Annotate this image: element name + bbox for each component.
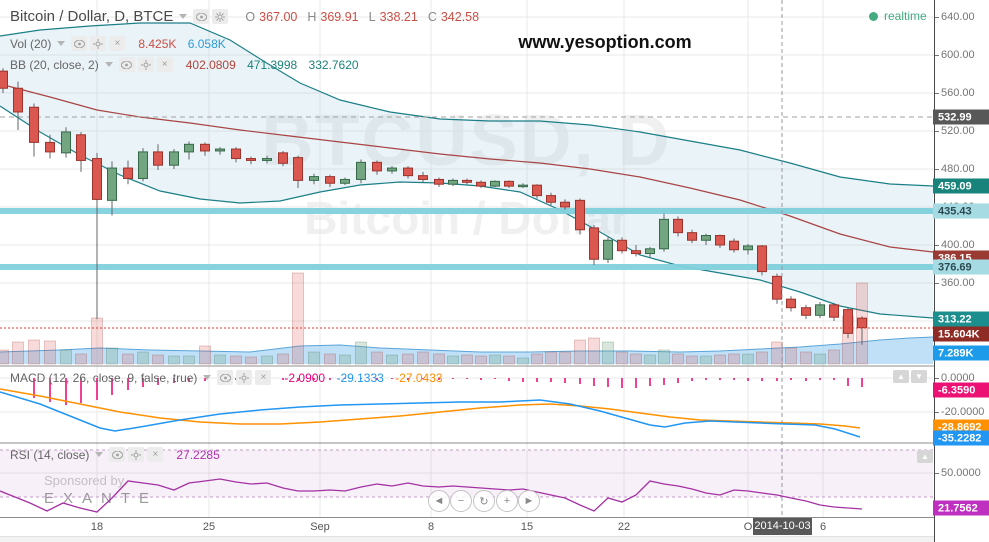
reset-zoom-button[interactable]: ↻ — [473, 490, 495, 512]
price-tick: 400.00 — [935, 239, 975, 251]
macd-pane-move-up-button[interactable]: ▲ — [893, 370, 909, 383]
rsi-tick: 50.0000 — [935, 467, 981, 479]
high-value: 369.91 — [320, 9, 359, 24]
eye-icon[interactable] — [71, 36, 88, 51]
rsi-pane-move-up-button[interactable]: ▲ — [917, 450, 933, 463]
gear-icon[interactable] — [137, 57, 154, 72]
price-badge: 15.604K — [933, 326, 989, 342]
price-tick: 480.00 — [935, 163, 975, 175]
eye-icon[interactable] — [193, 9, 210, 24]
chevron-down-icon[interactable] — [104, 62, 113, 67]
site-watermark: www.yesoption.com — [518, 32, 692, 52]
chevron-down-icon[interactable] — [95, 452, 104, 457]
time-label: Sep — [310, 521, 330, 533]
price-badge: 376.69 — [933, 259, 989, 275]
price-badge: 459.09 — [933, 178, 989, 194]
symbol-title[interactable]: Bitcoin / Dollar, D, BTCE — [10, 8, 174, 25]
price-tick: 640.00 — [935, 11, 975, 23]
close-icon[interactable]: × — [156, 57, 173, 72]
gear-icon[interactable] — [236, 370, 253, 385]
gear-icon[interactable] — [90, 36, 107, 51]
rsi-indicator-label[interactable]: RSI (14, close) — [10, 447, 90, 462]
macd-tick: -20.0000 — [934, 406, 985, 418]
bb-upper-value: 471.3998 — [247, 57, 298, 72]
price-tick: 360.00 — [935, 277, 975, 289]
scroll-left-button[interactable]: ◄ — [428, 490, 450, 512]
volume-current-value: 8.425K — [138, 36, 177, 51]
bb-indicator-row: BB (20, close, 2) × 402.0809 471.3998 33… — [10, 57, 367, 72]
macd-indicator-row: MACD (12, 26, close, 9, false, true) × -… — [10, 370, 451, 385]
volume-average-value: 6.058K — [187, 36, 226, 51]
scroll-right-button[interactable]: ► — [518, 490, 540, 512]
eye-icon[interactable] — [118, 57, 135, 72]
price-tick: 520.00 — [935, 125, 975, 137]
chevron-down-icon[interactable] — [57, 41, 66, 46]
eye-icon[interactable] — [217, 370, 234, 385]
time-label: 15 — [520, 521, 534, 533]
macd-indicator-label[interactable]: MACD (12, 26, close, 9, false, true) — [10, 370, 198, 385]
crosshair-date-badge: 2014-10-03 — [753, 518, 812, 535]
price-badge: 313.22 — [933, 311, 989, 327]
time-label: 6 — [819, 521, 827, 533]
volume-indicator-label[interactable]: Vol (20) — [10, 36, 52, 51]
close-icon[interactable]: × — [255, 370, 272, 385]
time-label: 18 — [90, 521, 104, 533]
price-badge: 7.289K — [933, 345, 989, 361]
bb-lower-value: 332.7620 — [308, 57, 359, 72]
close-icon[interactable]: × — [109, 36, 126, 51]
bb-indicator-label[interactable]: BB (20, close, 2) — [10, 57, 99, 72]
rsi-indicator-row: RSI (14, close) × 27.2285 — [10, 447, 228, 462]
close-icon[interactable]: × — [147, 447, 164, 462]
rsi-badge: 21.7562 — [933, 500, 989, 516]
macd-histogram-value: -2.0900 — [284, 370, 326, 385]
ohlc-readout: O 367.00 H 369.91 L 338.21 C 342.58 — [245, 9, 480, 24]
macd-badge: -6.3590 — [933, 382, 989, 398]
bottom-strip — [0, 536, 989, 542]
price-tick: 560.00 — [935, 87, 975, 99]
bb-basis-value: 402.0809 — [185, 57, 236, 72]
time-axis[interactable]: 18 25 Sep 8 15 22 O 6 2014-10-03 — [0, 518, 989, 536]
sponsor-label: Sponsored by — [44, 473, 158, 488]
close-value: 342.58 — [440, 9, 480, 24]
price-scale[interactable]: 640.00600.00560.00520.00480.00440.00400.… — [933, 0, 989, 542]
realtime-label: realtime — [884, 9, 927, 23]
macd-line-value: -29.1333 — [336, 370, 384, 385]
macd-badge: -35.2282 — [933, 430, 989, 446]
realtime-status: realtime — [869, 9, 927, 23]
price-tick: 600.00 — [935, 49, 975, 61]
macd-pane-move-down-button[interactable]: ▼ — [911, 370, 927, 383]
time-label: 22 — [617, 521, 631, 533]
gear-icon[interactable] — [128, 447, 145, 462]
eye-icon[interactable] — [109, 447, 126, 462]
chevron-down-icon[interactable] — [179, 14, 188, 19]
time-label: 25 — [202, 521, 216, 533]
gear-icon[interactable] — [212, 9, 229, 24]
zoom-in-button[interactable]: + — [496, 490, 518, 512]
chevron-down-icon[interactable] — [203, 375, 212, 380]
low-value: 338.21 — [379, 9, 418, 24]
price-badge: 435.43 — [933, 203, 989, 219]
realtime-dot-icon — [869, 11, 878, 21]
macd-signal-value: -27.0433 — [395, 370, 443, 385]
price-badge: 532.99 — [933, 109, 989, 125]
zoom-out-button[interactable]: − — [450, 490, 472, 512]
volume-indicator-row: Vol (20) × 8.425K 6.058K — [10, 36, 234, 51]
open-value: 367.00 — [259, 9, 298, 24]
rsi-value: 27.2285 — [176, 447, 220, 462]
time-label: 8 — [427, 521, 435, 533]
macd-tick: 0.0000 — [935, 372, 975, 384]
time-label: O — [743, 521, 753, 533]
symbol-header: Bitcoin / Dollar, D, BTCE O 367.00 H 369.91… — [10, 8, 489, 25]
